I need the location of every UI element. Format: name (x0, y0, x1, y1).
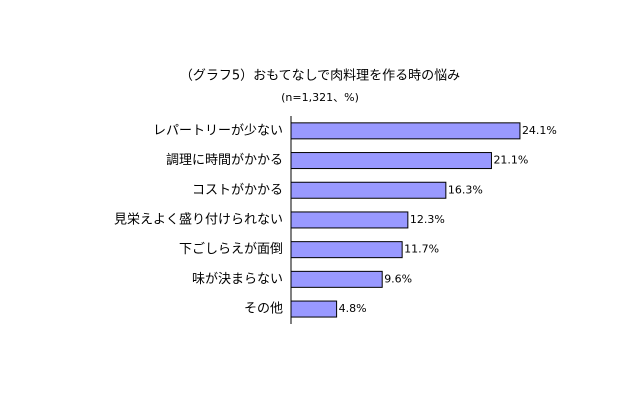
value-label: 24.1% (522, 124, 557, 137)
category-label: 調理に時間がかかる (166, 153, 283, 168)
category-label: その他 (244, 302, 283, 317)
value-label: 16.3% (448, 183, 483, 196)
category-label: 味が決まらない (192, 272, 283, 287)
category-label: 見栄えよく盛り付けられない (114, 212, 283, 227)
value-label: 21.1% (493, 154, 528, 167)
value-label: 9.6% (384, 272, 412, 285)
category-label: 下ごしらえが面倒 (179, 241, 283, 257)
category-label: レパートリーが少ない (153, 123, 283, 138)
value-label: 4.8% (339, 302, 367, 315)
bar (290, 270, 383, 288)
bar (290, 152, 492, 170)
value-label: 12.3% (410, 213, 445, 226)
category-label: コストがかかる (192, 183, 283, 198)
bar (290, 122, 521, 140)
bar (290, 300, 338, 318)
bar (290, 181, 447, 199)
bar (290, 241, 403, 259)
chart-title: （グラフ5）おもてなしで肉料理を作る時の悩み (180, 69, 460, 84)
chart-subtitle: (n=1,321、%) (281, 91, 359, 104)
bar (290, 211, 409, 229)
value-label: 11.7% (404, 243, 439, 256)
